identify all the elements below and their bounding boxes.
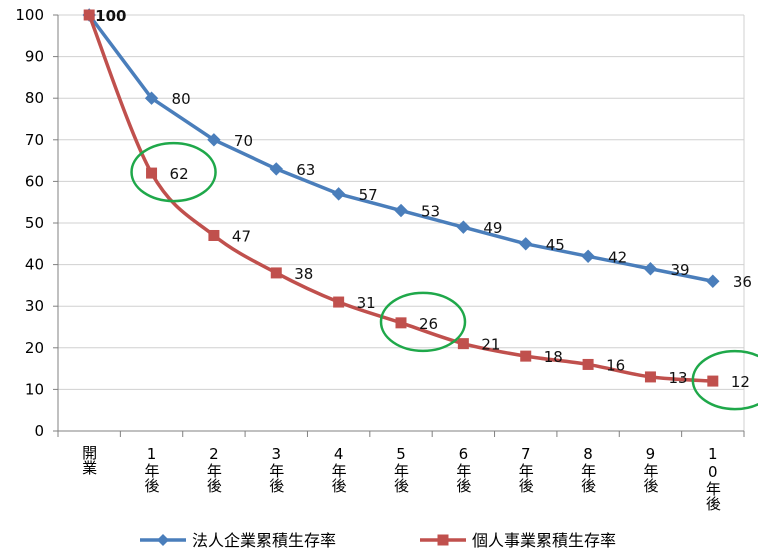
series-1-point-4 [333,296,345,308]
series-0-label-6: 49 [483,219,502,237]
series-1-label-3: 38 [294,265,313,283]
x-tick-label-6: 6年後 [454,445,472,493]
series-0-point-4 [331,187,346,201]
y-tick-label-30: 30 [25,297,44,315]
x-axis-tick-labels: 開業 1年後 2年後 3年後 4年後 5年後 6年後 7年後 8年後 9年後 10年後 [80,445,722,511]
series-0-label-3: 63 [296,161,315,179]
series-1-point-6 [457,338,469,350]
y-axis-tick-labels: 0 10 20 30 40 50 60 70 80 90 100 [15,6,44,440]
highlight-circles [130,141,758,411]
y-tick-label-90: 90 [25,48,44,66]
series-1-point-8 [582,358,594,370]
series-1-label-1: 62 [170,165,189,183]
series-0-point-9 [643,262,658,276]
series-1-point-1 [146,167,158,179]
series-1-label-9: 13 [668,369,687,387]
x-tick-label-10: 10年後 [704,445,722,511]
series-1-label-8: 16 [606,356,625,374]
series-1-point-9 [644,371,656,383]
series-0-point-2 [207,133,221,147]
gridlines [58,14,745,431]
series-1-point-0 [83,9,95,21]
x-tick-label-7: 7年後 [517,445,535,493]
series-0-point-1 [144,91,159,105]
series-1-label-5: 26 [419,315,438,333]
series-0-point-10 [706,274,720,288]
series-0-point-8 [581,249,595,263]
data-labels: 100 80 70 63 57 53 49 45 42 39 36 62 47 38 31 26 21 18 16 1… [95,7,752,391]
series-0-point-3 [269,162,283,176]
series-1-label-6: 21 [481,336,500,354]
series-1-point-10 [707,375,719,387]
highlight-circle-0 [130,141,217,203]
y-tick-label-80: 80 [25,89,44,107]
series-line-0 [87,13,715,283]
legend-label-1: 個人事業累積生存率 [472,531,616,550]
y-tick-label-60: 60 [25,172,44,190]
series-1-point-5 [395,317,407,329]
legend-marker-1 [437,534,449,546]
x-tick-label-4: 4年後 [330,445,348,493]
x-tick-label-8: 8年後 [579,445,597,493]
x-tick-label-9: 9年後 [641,445,659,493]
series-0-label-5: 53 [421,203,440,221]
y-tick-label-50: 50 [25,214,44,232]
series-0-label-10: 36 [733,273,752,291]
series-1-label-4: 31 [357,294,376,312]
series-1-label-2: 47 [232,227,251,245]
series-1-label-10: 12 [731,373,750,391]
y-tick-label-0: 0 [34,422,44,440]
series-0-label-9: 39 [670,261,689,279]
axes [53,14,745,437]
y-tick-label-20: 20 [25,339,44,357]
x-tick-label-0: 開業 [80,445,98,475]
series-1-point-7 [520,350,532,362]
series-0-label-8: 42 [608,248,627,266]
series-0-label-2: 70 [234,132,253,150]
x-tick-label-3: 3年後 [267,445,285,493]
x-tick-label-5: 5年後 [392,445,410,493]
highlight-circle-2 [691,349,758,411]
y-tick-label-70: 70 [25,131,44,149]
series-0-point-7 [519,237,533,251]
y-tick-label-40: 40 [25,256,44,274]
series-0-label-0: 100 [95,7,126,25]
x-tick-label-2: 2年後 [205,445,223,493]
series-1-point-2 [208,229,220,241]
legend: 法人企業累積生存率 個人事業累積生存率 [140,531,616,550]
legend-marker-0 [157,534,169,546]
series-0-label-7: 45 [546,236,565,254]
series-1-point-3 [270,267,282,279]
highlight-circle-1 [379,291,467,353]
legend-label-0: 法人企業累積生存率 [192,531,336,550]
series-1-label-7: 18 [544,348,563,366]
x-tick-label-1: 1年後 [143,445,161,493]
series-0-point-6 [456,220,471,234]
series-0-label-4: 57 [359,186,378,204]
series-layer [82,8,720,387]
series-0-point-5 [394,203,408,218]
y-tick-label-10: 10 [25,380,44,398]
series-0-label-1: 80 [172,90,191,108]
y-tick-label-100: 100 [15,6,44,24]
